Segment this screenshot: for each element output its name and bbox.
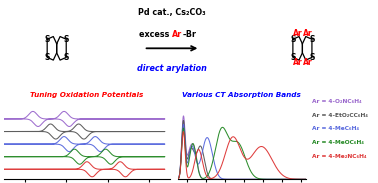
Text: Ar: Ar [293, 58, 302, 68]
Text: Pd cat., Cs₂CO₃: Pd cat., Cs₂CO₃ [138, 8, 206, 17]
Text: S: S [64, 53, 69, 62]
Text: S: S [64, 35, 69, 44]
Text: Ar: Ar [293, 29, 302, 38]
Text: S: S [45, 35, 50, 44]
Text: S: S [290, 53, 296, 62]
Text: Ar: Ar [172, 30, 182, 39]
Text: Ar = 4-Me₂NC₆H₄: Ar = 4-Me₂NC₆H₄ [311, 154, 366, 159]
Text: Ar = 4-EtO₂CC₆H₄: Ar = 4-EtO₂CC₆H₄ [311, 113, 367, 118]
Text: S: S [45, 53, 50, 62]
Text: Ar = 4-MeC₆H₄: Ar = 4-MeC₆H₄ [311, 126, 359, 131]
Text: S: S [290, 35, 296, 44]
Text: –Br: –Br [182, 30, 196, 39]
Title: Tuning Oxidation Potentials: Tuning Oxidation Potentials [30, 92, 144, 98]
Text: excess: excess [139, 30, 172, 39]
Text: Ar: Ar [302, 29, 312, 38]
Text: Ar = 4-MeOC₆H₄: Ar = 4-MeOC₆H₄ [311, 140, 363, 145]
Text: Ar: Ar [302, 58, 312, 68]
Text: Ar = 4-O₂NC₆H₄: Ar = 4-O₂NC₆H₄ [311, 99, 361, 104]
Title: Various CT Absorption Bands: Various CT Absorption Bands [183, 92, 301, 98]
Text: S: S [309, 35, 314, 44]
Text: S: S [309, 53, 314, 62]
Text: direct arylation: direct arylation [137, 64, 207, 73]
